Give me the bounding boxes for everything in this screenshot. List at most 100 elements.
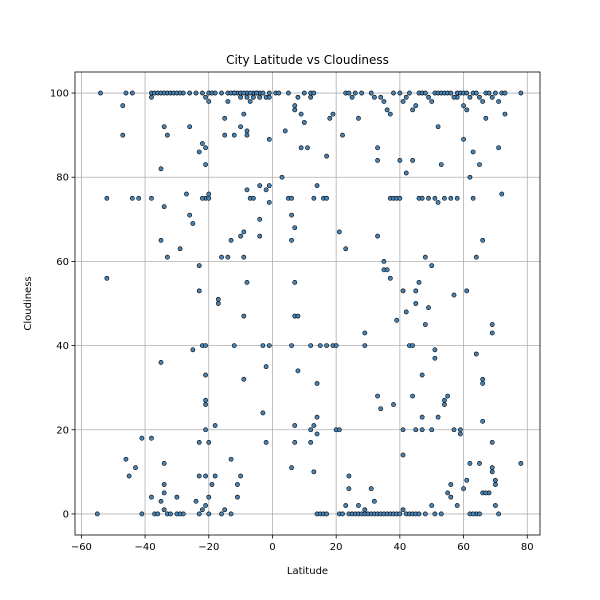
- data-point: [250, 94, 256, 100]
- data-point: [442, 195, 447, 201]
- data-point: [489, 94, 495, 100]
- data-point: [467, 174, 473, 180]
- data-point: [184, 191, 189, 197]
- data-point: [486, 90, 492, 96]
- data-point: [196, 149, 202, 155]
- data-point: [381, 99, 387, 104]
- data-point: [250, 195, 256, 201]
- data-point: [489, 439, 495, 445]
- data-point: [203, 397, 208, 403]
- data-point: [120, 132, 126, 138]
- data-point: [454, 503, 460, 508]
- data-point: [215, 301, 221, 306]
- data-point: [263, 187, 269, 193]
- data-point: [260, 410, 266, 416]
- data-point: [298, 111, 304, 117]
- data-point: [244, 132, 250, 138]
- data-point: [311, 90, 317, 96]
- data-point: [419, 195, 425, 201]
- data-point: [206, 195, 212, 201]
- data-point: [375, 393, 380, 399]
- data-point: [228, 511, 234, 517]
- data-point: [426, 195, 431, 201]
- data-point: [502, 90, 508, 96]
- data-point: [126, 473, 132, 479]
- x-axis-label: Latitude: [287, 566, 328, 577]
- data-point: [333, 343, 339, 348]
- data-point: [199, 195, 205, 201]
- data-point: [359, 90, 365, 96]
- data-point: [403, 170, 409, 176]
- data-point: [429, 263, 435, 269]
- data-point: [203, 427, 208, 433]
- y-axis-ticks: 0 20 40 60 80 100: [50, 89, 75, 520]
- data-point: [206, 191, 212, 197]
- data-point: [289, 465, 294, 471]
- y-tick-label: 40: [56, 341, 69, 352]
- data-point: [244, 94, 250, 100]
- data-point: [215, 296, 221, 302]
- data-point: [196, 288, 202, 294]
- data-point: [489, 465, 495, 471]
- data-point: [324, 153, 330, 159]
- data-points: [94, 90, 524, 517]
- data-point: [467, 461, 473, 466]
- data-point: [381, 259, 387, 264]
- data-point: [289, 212, 294, 218]
- data-point: [199, 90, 205, 96]
- data-point: [378, 94, 384, 100]
- data-point: [413, 288, 419, 294]
- data-point: [158, 237, 164, 243]
- data-point: [161, 124, 167, 130]
- data-point: [413, 427, 419, 433]
- data-point: [219, 511, 224, 517]
- data-point: [397, 90, 403, 96]
- data-point: [260, 90, 266, 96]
- data-point: [289, 237, 294, 243]
- data-point: [244, 280, 250, 285]
- data-point: [403, 94, 409, 100]
- data-point: [231, 343, 237, 348]
- data-point: [403, 309, 409, 315]
- data-point: [203, 503, 208, 508]
- data-point: [139, 511, 145, 517]
- data-point: [324, 511, 330, 517]
- data-point: [502, 111, 508, 117]
- data-point: [231, 132, 237, 138]
- data-point: [203, 473, 208, 479]
- data-point: [206, 494, 212, 500]
- data-point: [378, 406, 384, 412]
- data-point: [352, 90, 358, 96]
- data-point: [225, 99, 231, 104]
- data-point: [438, 162, 444, 167]
- data-point: [451, 292, 457, 298]
- data-point: [368, 90, 374, 96]
- data-point: [241, 229, 247, 235]
- data-point: [483, 490, 489, 496]
- data-point: [203, 162, 208, 167]
- data-point: [451, 94, 457, 100]
- data-point: [129, 90, 135, 96]
- data-point: [448, 482, 454, 487]
- data-point: [254, 90, 259, 96]
- data-point: [473, 254, 479, 260]
- data-point: [241, 254, 247, 260]
- data-point: [305, 145, 310, 151]
- data-point: [301, 120, 307, 125]
- data-point: [266, 343, 272, 348]
- data-point: [493, 477, 498, 483]
- data-point: [457, 427, 463, 433]
- data-point: [241, 313, 247, 319]
- x-tick-label: −20: [198, 542, 219, 553]
- data-point: [480, 381, 486, 386]
- data-point: [298, 145, 304, 151]
- data-point: [285, 90, 291, 96]
- data-point: [330, 111, 336, 117]
- plot-frame: [74, 71, 541, 536]
- data-point: [371, 94, 377, 100]
- data-point: [231, 90, 237, 96]
- data-point: [104, 275, 110, 281]
- data-point: [235, 494, 240, 500]
- data-point: [308, 439, 314, 445]
